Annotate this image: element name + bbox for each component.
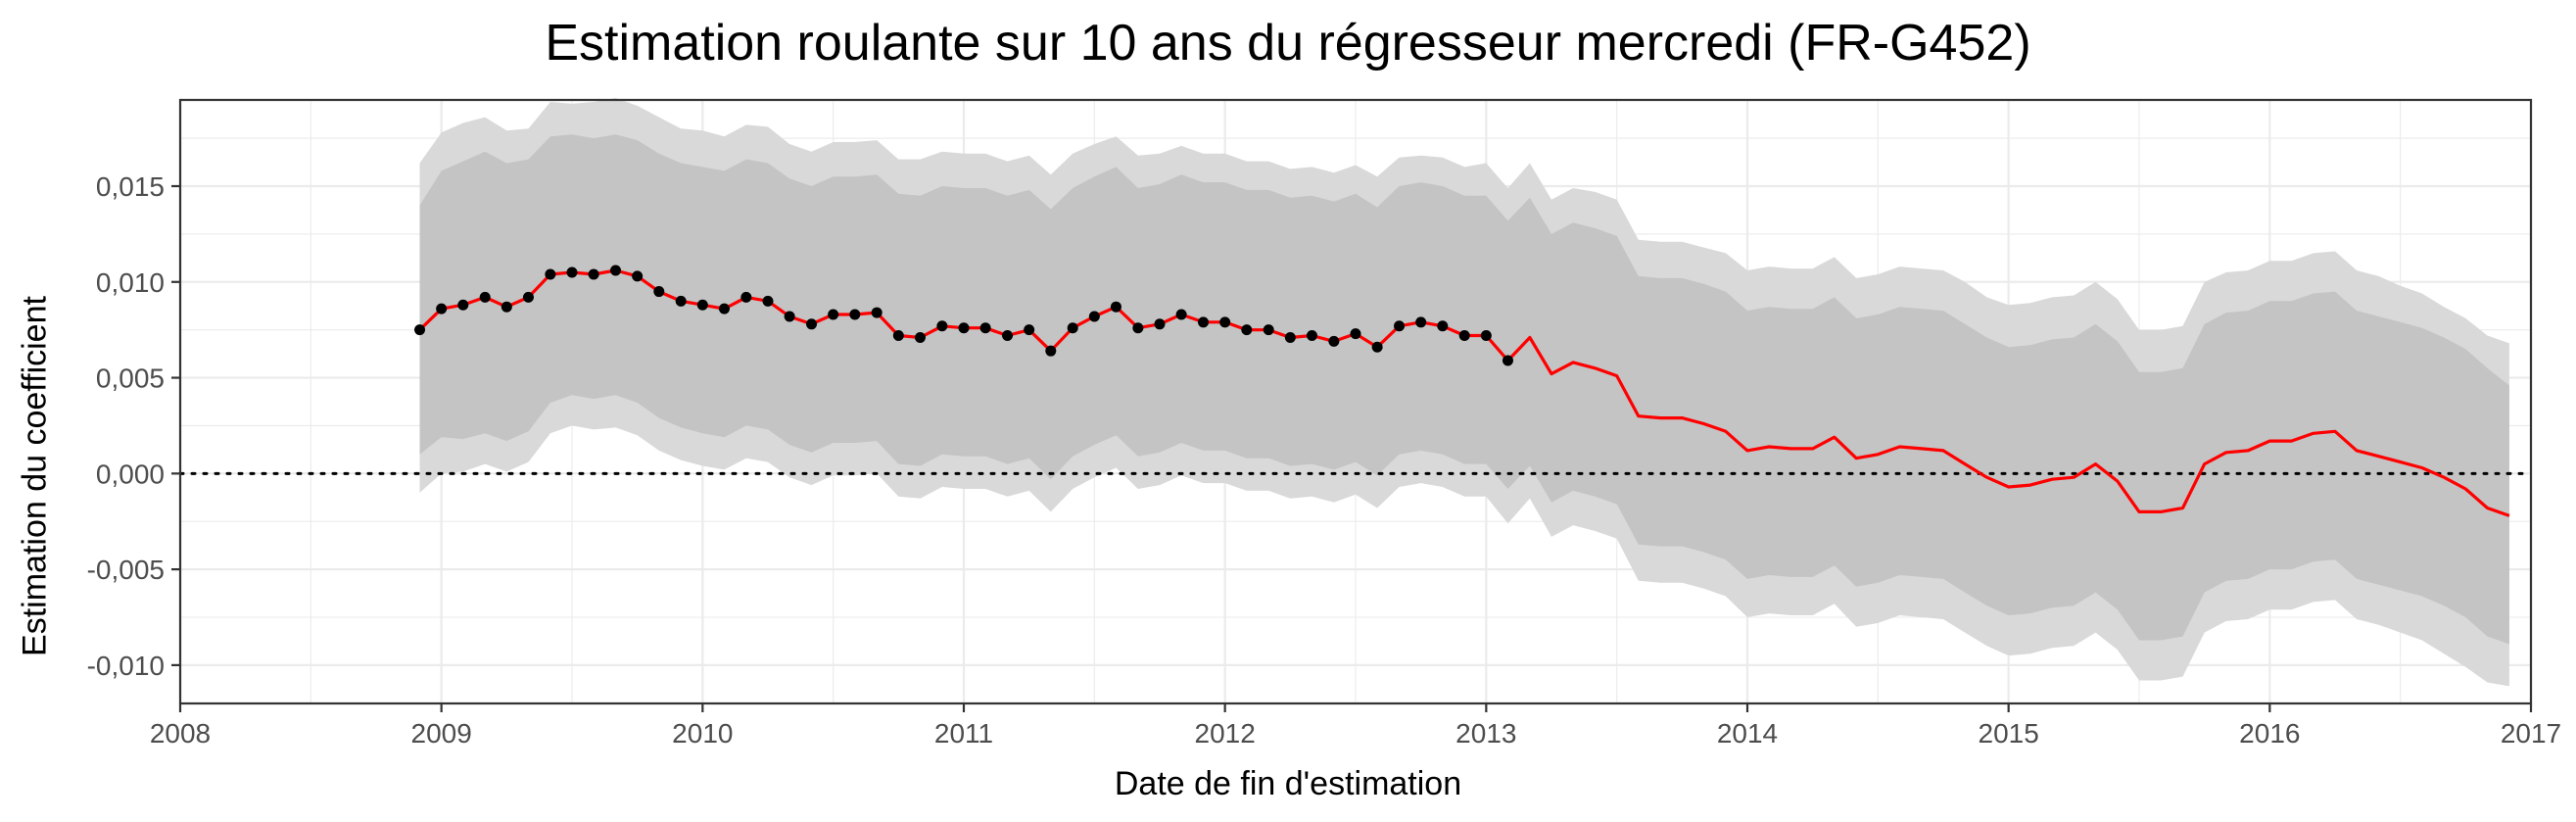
- estimate-point: [545, 268, 556, 280]
- x-tick-label: 2015: [1979, 718, 2039, 749]
- chart-title: Estimation roulante sur 10 ans du régres…: [545, 15, 2031, 72]
- x-tick-label: 2011: [934, 718, 993, 749]
- x-axis-label: Date de fin d'estimation: [1114, 765, 1462, 802]
- x-tick-label: 2013: [1455, 718, 1516, 749]
- estimate-point: [936, 320, 948, 332]
- x-tick-label: 2010: [672, 718, 733, 749]
- estimate-point: [1110, 301, 1121, 313]
- x-tick-label: 2009: [411, 718, 472, 749]
- estimate-point: [740, 291, 752, 303]
- estimate-point: [1371, 341, 1383, 353]
- estimate-point: [871, 307, 883, 318]
- panel-border: [178, 98, 2533, 705]
- estimate-point: [1132, 322, 1144, 334]
- estimate-point: [1350, 328, 1361, 340]
- estimate-point: [436, 303, 448, 314]
- x-tick-label: 2016: [2239, 718, 2300, 749]
- y-tick-label: 0,010: [96, 267, 165, 298]
- estimate-point: [675, 295, 687, 307]
- estimate-point: [522, 291, 534, 303]
- y-axis: -0,010 -0,005 0,000 0,005 0,010 0,015: [87, 171, 180, 681]
- y-axis-label: Estimation du coefficient: [16, 296, 54, 656]
- estimate-point: [479, 291, 491, 303]
- x-tick-label: 2017: [2501, 718, 2561, 749]
- estimate-point: [1241, 324, 1253, 336]
- estimate-point: [958, 322, 970, 334]
- estimate-point: [610, 265, 622, 276]
- estimate-point: [1088, 311, 1100, 322]
- y-tick-label: 0,005: [96, 363, 165, 394]
- estimate-point: [1002, 330, 1014, 342]
- estimate-point: [653, 286, 665, 298]
- inner-band: [419, 134, 2509, 645]
- estimate-point: [892, 330, 904, 342]
- estimate-point: [849, 309, 861, 320]
- y-tick-label: 0,000: [96, 459, 165, 489]
- estimate-point: [1219, 316, 1231, 328]
- estimate-point: [1263, 324, 1274, 336]
- estimate-point: [762, 295, 774, 307]
- estimate-point: [806, 318, 818, 330]
- x-tick-label: 2014: [1717, 718, 1778, 749]
- estimate-point: [1394, 320, 1406, 332]
- estimate-point: [1328, 335, 1340, 347]
- estimate-point: [1437, 320, 1449, 332]
- estimate-point: [979, 322, 991, 334]
- y-tick-label: -0,010: [87, 651, 165, 681]
- estimate-point: [414, 324, 426, 336]
- estimate-point: [1067, 322, 1078, 334]
- x-axis: 2008 2009 2010 2011 2012 2013 2014 2015 2016 2017: [150, 703, 2561, 749]
- estimate-point: [1024, 324, 1035, 336]
- confidence-bands: [419, 98, 2509, 687]
- estimate-point: [1198, 316, 1210, 328]
- estimate-point: [566, 266, 578, 278]
- estimate-point: [1458, 330, 1470, 342]
- estimate-point: [784, 311, 795, 322]
- estimate-point: [1502, 355, 1513, 366]
- estimate-point: [501, 301, 512, 313]
- x-tick-label: 2008: [150, 718, 211, 749]
- estimate-point: [718, 303, 730, 314]
- estimate-points: [414, 265, 1513, 366]
- y-tick-label: 0,015: [96, 171, 165, 202]
- estimate-point: [632, 270, 644, 282]
- estimate-point: [457, 299, 469, 311]
- estimate-point: [1154, 318, 1166, 330]
- estimate-point: [1045, 345, 1057, 357]
- estimate-point: [1415, 316, 1427, 328]
- estimate-point: [588, 268, 599, 280]
- estimate-point: [1284, 331, 1296, 343]
- estimate-point: [1480, 330, 1492, 342]
- estimate-point: [914, 331, 926, 343]
- x-tick-label: 2012: [1195, 718, 1256, 749]
- estimate-point: [1175, 309, 1187, 320]
- estimate-point: [828, 309, 839, 320]
- y-tick-label: -0,005: [87, 555, 165, 585]
- estimate-point: [696, 299, 708, 311]
- estimate-point: [1306, 330, 1317, 342]
